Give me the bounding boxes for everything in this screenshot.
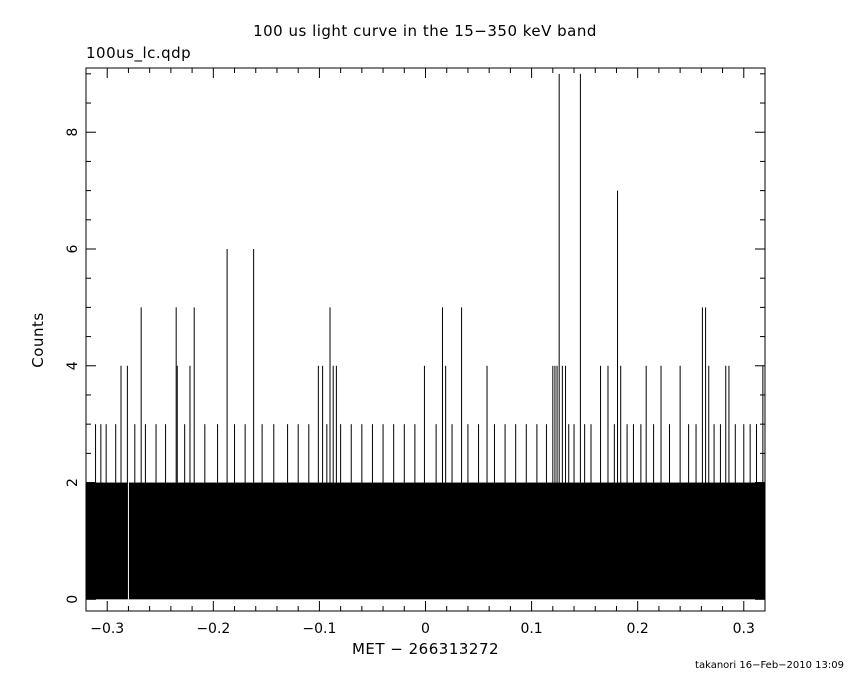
y-tick-label: 6	[65, 244, 81, 253]
axis-ticks	[85, 68, 766, 611]
x-tick-label: 0	[421, 621, 430, 637]
x-tick-label: 0.1	[520, 621, 542, 637]
histogram-bars	[86, 73, 765, 600]
y-tick-label: 0	[65, 595, 81, 604]
y-tick-label: 8	[65, 128, 81, 137]
axis-tick-labels: −0.3 −0.2 −0.1 0 0.1 0.2 0.3 0 2 4 6 8	[65, 128, 755, 637]
footer-stamp: takanori 16−Feb−2010 13:09	[695, 660, 844, 671]
baseline-bins	[86, 482, 765, 600]
x-tick-label: 0.2	[627, 621, 649, 637]
x-tick-label: 0.3	[733, 621, 755, 637]
x-tick-label: −0.3	[90, 621, 124, 637]
file-name-label: 100us_lc.qdp	[86, 44, 192, 62]
y-tick-label: 4	[65, 361, 81, 370]
y-tick-label: 2	[65, 478, 81, 487]
x-axis-label: MET − 266313272	[351, 640, 500, 658]
x-tick-label: −0.2	[196, 621, 230, 637]
plot-frame	[85, 67, 766, 612]
chart-title: 100 us light curve in the 15−350 keV ban…	[253, 22, 597, 40]
x-tick-label: −0.1	[302, 621, 336, 637]
